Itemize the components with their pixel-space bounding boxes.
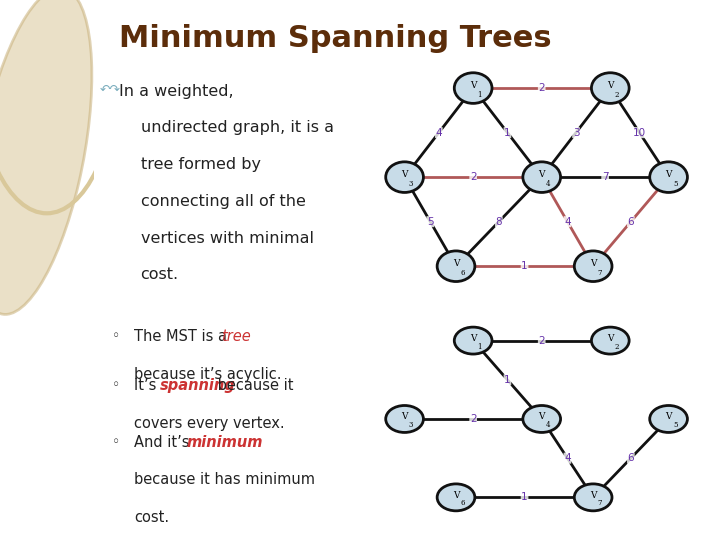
- Text: 2: 2: [615, 343, 619, 350]
- Text: 3: 3: [409, 180, 413, 188]
- Text: 6: 6: [460, 500, 465, 508]
- Text: ◦: ◦: [112, 435, 120, 449]
- Text: 7: 7: [602, 172, 608, 182]
- Circle shape: [575, 251, 612, 281]
- Text: because it has minimum: because it has minimum: [135, 472, 315, 488]
- Text: V: V: [607, 334, 613, 343]
- Text: V: V: [470, 82, 477, 90]
- Circle shape: [454, 327, 492, 354]
- Text: 1: 1: [477, 343, 482, 350]
- Circle shape: [386, 162, 423, 192]
- Text: 3: 3: [572, 127, 580, 138]
- Text: 2: 2: [539, 83, 545, 93]
- Text: V: V: [665, 413, 672, 421]
- Text: 7: 7: [598, 269, 602, 277]
- Text: ↶↷: ↶↷: [100, 84, 121, 97]
- Circle shape: [649, 162, 688, 192]
- Text: V: V: [590, 259, 596, 268]
- Text: 6: 6: [460, 269, 465, 277]
- Circle shape: [523, 162, 561, 192]
- Text: V: V: [470, 334, 477, 343]
- Text: because it: because it: [212, 378, 293, 393]
- Text: 1: 1: [504, 375, 510, 385]
- Text: 2: 2: [470, 414, 477, 424]
- Text: 1: 1: [521, 492, 528, 502]
- Text: In a weighted,: In a weighted,: [119, 84, 233, 99]
- Text: 4: 4: [546, 180, 551, 188]
- Text: connecting all of the: connecting all of the: [140, 194, 305, 209]
- Text: 7: 7: [598, 500, 602, 508]
- Circle shape: [649, 406, 688, 433]
- Text: V: V: [590, 491, 596, 500]
- Text: spanning: spanning: [159, 378, 235, 393]
- Text: The MST is a: The MST is a: [135, 329, 232, 345]
- Text: V: V: [539, 170, 545, 179]
- Text: 1: 1: [477, 91, 482, 99]
- Circle shape: [575, 484, 612, 511]
- Text: 6: 6: [628, 217, 634, 227]
- Text: because it’s acyclic.: because it’s acyclic.: [135, 367, 282, 382]
- Circle shape: [386, 406, 423, 433]
- Text: And it’s: And it’s: [135, 435, 194, 450]
- Circle shape: [591, 73, 629, 103]
- Text: tree formed by: tree formed by: [140, 157, 261, 172]
- Text: 2: 2: [470, 172, 477, 182]
- Text: V: V: [453, 259, 459, 268]
- Text: tree: tree: [221, 329, 251, 345]
- Text: 1: 1: [504, 127, 510, 138]
- Text: covers every vertex.: covers every vertex.: [135, 416, 285, 431]
- Text: 5: 5: [427, 217, 433, 227]
- Text: cost.: cost.: [135, 510, 169, 525]
- Text: 6: 6: [628, 453, 634, 463]
- Text: V: V: [453, 491, 459, 500]
- Text: cost.: cost.: [140, 267, 179, 282]
- Text: minimum: minimum: [186, 435, 263, 450]
- Text: 1: 1: [521, 261, 528, 271]
- Circle shape: [523, 406, 561, 433]
- Text: 5: 5: [673, 180, 678, 188]
- Circle shape: [437, 484, 475, 511]
- Text: Minimum Spanning Trees: Minimum Spanning Trees: [119, 24, 552, 53]
- Text: V: V: [607, 82, 613, 90]
- Text: 8: 8: [495, 217, 502, 227]
- Text: 4: 4: [564, 453, 571, 463]
- Text: 4: 4: [546, 421, 551, 429]
- Text: V: V: [539, 413, 545, 421]
- Text: undirected graph, it is a: undirected graph, it is a: [140, 120, 333, 136]
- Circle shape: [437, 251, 475, 281]
- Ellipse shape: [0, 0, 92, 314]
- Text: 2: 2: [539, 335, 545, 346]
- Text: 2: 2: [615, 91, 619, 99]
- Text: vertices with minimal: vertices with minimal: [140, 231, 314, 246]
- Circle shape: [591, 327, 629, 354]
- Text: 5: 5: [673, 421, 678, 429]
- Text: V: V: [665, 170, 672, 179]
- Text: V: V: [401, 413, 408, 421]
- Text: ◦: ◦: [112, 329, 120, 343]
- Text: 4: 4: [564, 217, 571, 227]
- Text: 4: 4: [436, 127, 442, 138]
- Text: It’s: It’s: [135, 378, 161, 393]
- Text: 10: 10: [633, 127, 646, 138]
- Circle shape: [454, 73, 492, 103]
- Text: 3: 3: [409, 421, 413, 429]
- Text: V: V: [401, 170, 408, 179]
- Text: ◦: ◦: [112, 378, 120, 392]
